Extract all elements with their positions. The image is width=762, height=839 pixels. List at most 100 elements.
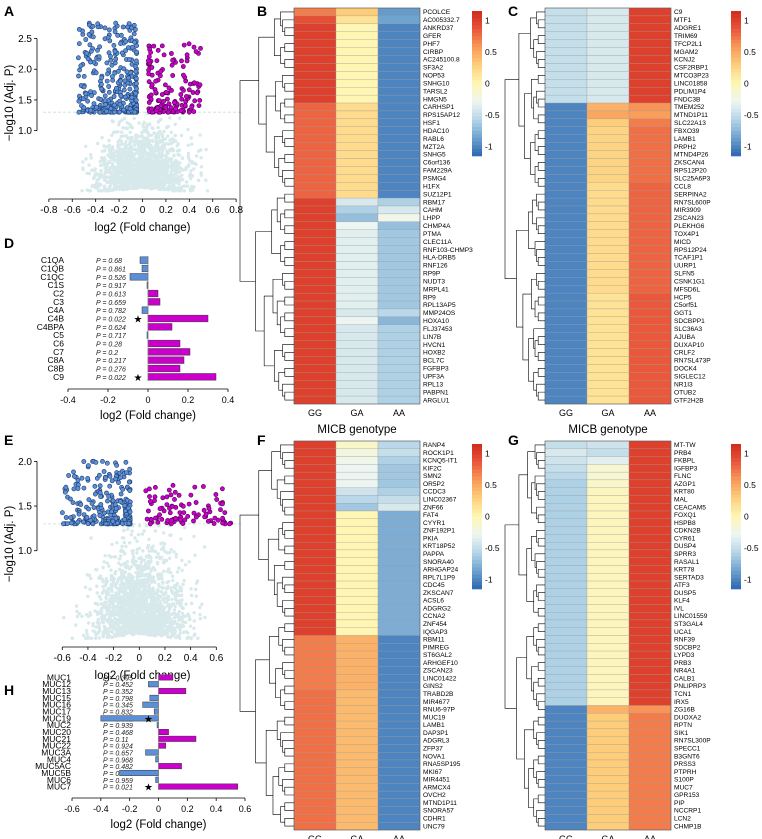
x-tick-label-E: -0.2 [105, 653, 123, 664]
heatmap-cell-C [586, 55, 630, 64]
bg-point-E [136, 588, 140, 592]
dendrogram-branch-C [537, 296, 545, 306]
bg-point-A [172, 179, 176, 184]
heatmap-cell-B [335, 348, 379, 357]
heatmap-cell-B [293, 118, 337, 127]
colorbar-segment-C [731, 98, 741, 102]
bg-point-E [93, 609, 97, 613]
bg-point-E [131, 628, 135, 632]
heatmap-cell-C [544, 182, 588, 191]
heatmap-cell-C [544, 316, 588, 325]
colorbar-tick-label-B: 1 [485, 15, 490, 25]
bg-point-E [120, 544, 124, 549]
heatmap-cell-F [335, 635, 379, 644]
down-point-A [112, 70, 118, 76]
dendrogram-branch-B [284, 296, 294, 306]
heatmap-cell-B [293, 277, 337, 286]
up-point-A [184, 52, 190, 58]
heatmap-row-label-C: SLFN5 [674, 271, 695, 278]
bg-point-A [172, 183, 176, 187]
heatmap-cell-F [335, 619, 379, 628]
heatmap-cell-C [586, 7, 630, 17]
bg-point-A [172, 154, 176, 158]
bar-pvalue-label-D: P = 0.28 [96, 342, 122, 349]
bg-point-E [118, 583, 123, 587]
heatmap-cell-B [377, 261, 421, 270]
heatmap-cell-F [377, 775, 421, 784]
heatmap-cell-C [544, 7, 588, 17]
dendrogram-branch-B [280, 47, 285, 64]
heatmap-cell-C [544, 205, 588, 215]
dendrogram-branch-B [284, 193, 294, 203]
bg-point-E [110, 542, 114, 547]
heatmap-row-label-B: PHF7 [423, 41, 440, 48]
bg-point-A [162, 171, 167, 175]
colorbar-segment-B [472, 72, 482, 77]
dendrogram-branch-B [271, 209, 281, 254]
up-point-A [146, 79, 152, 85]
bg-point-A [153, 164, 158, 168]
bg-point-A [176, 142, 180, 146]
heatmap-cell-C [586, 340, 630, 349]
up-point-E [152, 484, 158, 490]
colorbar-segment-C [731, 21, 741, 26]
down-point-A [108, 57, 114, 63]
bg-point-A [141, 161, 146, 165]
heatmap-cell-C [628, 348, 672, 357]
heatmap-cell-C [544, 348, 588, 357]
down-point-A [122, 78, 128, 84]
down-point-E [88, 517, 94, 523]
heatmap-cell-F [293, 674, 337, 683]
bg-point-A [127, 152, 131, 156]
down-point-A [123, 39, 129, 44]
bg-point-E [108, 614, 112, 618]
heatmap-row-label-F: CYYR1 [423, 520, 445, 527]
down-point-A [126, 21, 132, 26]
bg-point-A [100, 149, 105, 153]
heatmap-cell-B [293, 308, 337, 318]
up-point-A [163, 90, 169, 95]
bg-point-E [104, 627, 109, 632]
heatmap-cell-F [335, 464, 379, 473]
bg-point-A [117, 149, 122, 153]
x-tick-label-H: 0.4 [210, 804, 223, 814]
bg-point-A [92, 176, 96, 180]
down-point-A [97, 109, 103, 115]
colorbar-segment-C [731, 14, 741, 19]
dendrogram-branch-B [272, 278, 283, 314]
heatmap-cell-C [586, 79, 630, 88]
heatmap-row-label-C: TOX4P1 [674, 231, 700, 238]
bg-point-E [174, 598, 178, 602]
heatmap-cell-C [628, 245, 672, 254]
bg-point-E [123, 629, 128, 634]
up-point-A [168, 105, 174, 111]
colorbar-segment-B [472, 123, 482, 128]
bg-point-E [113, 626, 118, 630]
bg-point-E [153, 631, 157, 635]
bg-point-A [204, 147, 208, 152]
significance-star-H: ★ [144, 714, 153, 725]
bg-point-E [104, 577, 109, 581]
bg-point-A [190, 142, 194, 146]
heatmap-cell-F [335, 526, 379, 535]
heatmap-cell-C [544, 285, 588, 294]
heatmap-cell-B [335, 142, 379, 151]
bg-point-E [75, 604, 79, 608]
bg-point-E [85, 629, 89, 633]
bg-point-E [107, 564, 111, 568]
colorbar-segment-B [472, 148, 482, 153]
dendrogram-branch-B [275, 80, 283, 112]
bg-point-A [96, 185, 101, 189]
colorbar-segment-B [472, 90, 482, 95]
down-point-E [127, 466, 133, 472]
bg-point-E [122, 528, 126, 533]
heatmap-cell-C [544, 158, 588, 167]
bg-point-A [159, 187, 164, 191]
bg-point-E [85, 632, 89, 636]
bg-point-A [152, 167, 157, 171]
bg-point-A [155, 141, 160, 145]
heatmap-cell-F [335, 456, 379, 465]
bg-point-E [128, 618, 132, 623]
heatmap-cell-B [293, 31, 337, 40]
bg-point-E [115, 633, 119, 637]
